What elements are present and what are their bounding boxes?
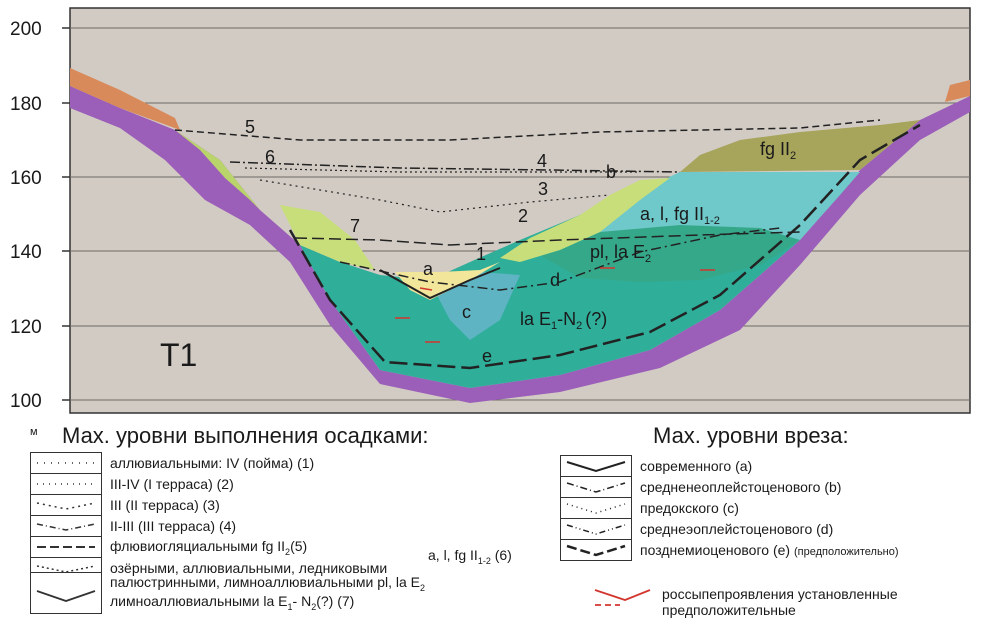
legend-right-row-1: современного (a) (560, 455, 752, 477)
incision-symbol-d (560, 518, 632, 540)
y-tick-100: 100 (10, 391, 42, 412)
y-axis-ticks (62, 27, 70, 401)
incision-label-e: e (482, 346, 492, 366)
incision-line-d (339, 227, 781, 291)
y-tick-180: 180 (10, 94, 42, 115)
unit-label-alfg: a, l, fg II1-2 (640, 204, 720, 227)
legend-symbol-4 (30, 515, 102, 537)
incision-label-c: c (462, 302, 471, 322)
legend-right-row-2: средненеоплейстоценового (b) (560, 476, 841, 498)
terrace-left-upper (175, 130, 260, 210)
section-label-t1: T1 (160, 337, 197, 373)
level-line-5 (174, 119, 881, 141)
incision-label-d: d (550, 270, 560, 290)
legend-left-text-7: палюстринными, лимноаллювиальными pl, la… (110, 574, 426, 593)
legend-left-row-7: палюстринными, лимноаллювиальными pl, la… (30, 572, 425, 614)
orange-cap-right (945, 80, 970, 102)
legend-left-text-6: озёрными, аллювиальными, ледниковыми (110, 560, 388, 576)
level-label-1: 1 (476, 244, 486, 264)
orange-cap-left (70, 68, 180, 130)
placer-marks (395, 267, 715, 343)
legend-right-row-5: позднемиоценового (e) (предположительно) (560, 539, 899, 561)
incision-line-e (288, 123, 921, 370)
unit-label-fg: fg II2 (760, 139, 796, 162)
legend-symbol-7 (30, 572, 102, 614)
legend-right-row-4: среднеэоплейстоценового (d) (560, 518, 833, 540)
legend-right-text-1: современного (a) (640, 458, 753, 474)
level-line-3 (259, 179, 611, 213)
y-tick-140: 140 (10, 242, 42, 263)
legend-left-row-2: III-IV (I терраса) (2) (30, 473, 234, 495)
legend-left-title: Мах. уровни выполнения осадками: (62, 423, 429, 448)
y-tick-200: 200 (10, 19, 42, 40)
y-axis-unit: м (30, 426, 38, 438)
incision-label-a: a (423, 259, 434, 279)
legend-left-text-4: II-III (III терраса) (4) (110, 518, 237, 534)
level-line-4 (244, 167, 640, 173)
terrace-left-7 (280, 205, 375, 270)
incision-symbol-c (560, 497, 632, 519)
bedrock-purple-layer (70, 86, 970, 403)
legend-left-text-3: III (II терраса) (3) (110, 497, 220, 513)
y-tick-160: 160 (10, 168, 42, 189)
legend-left-text-8: лимноаллювиальными la E1- N2(?) (7) (110, 593, 355, 612)
terrace-center-1 (395, 262, 500, 300)
incision-label-b: b (606, 162, 616, 182)
legend-left-row-4: II-III (III терраса) (4) (30, 515, 236, 537)
incision-line-a (379, 267, 501, 300)
level-line-6 (229, 161, 681, 173)
level-label-2: 2 (518, 206, 528, 226)
legend-left-text-5: флювиогляциальными fg II2(5) (110, 537, 308, 557)
legend-right-row-3: предокского (c) (560, 497, 739, 519)
level-label-4: 4 (537, 151, 547, 171)
y-tick-120: 120 (10, 317, 42, 338)
unit-label-pl: pl, la E2 (590, 242, 651, 265)
legend-symbol-5 (30, 536, 102, 558)
legend-symbol-2 (30, 473, 102, 495)
legend-right-text-4: среднеэоплейстоценового (d) (640, 521, 834, 537)
level-label-3: 3 (538, 179, 548, 199)
level-label-6: 6 (265, 147, 275, 167)
legend-symbol-1 (30, 452, 102, 474)
legend-left-text-1: аллювиальными: IV (пойма) (1) (110, 455, 315, 471)
legend-symbol-3 (30, 494, 102, 516)
legend-right-text-2: средненеоплейстоценового (b) (640, 479, 842, 495)
incision-symbol-a (560, 455, 632, 477)
level-label-7: 7 (350, 216, 360, 236)
legend-left-alfg-label: a, l, fg II1-2 (6) (428, 547, 512, 566)
unit-label-la: la E1-N2 (?) (520, 309, 607, 332)
legend-right-text-5: позднемиоценового (e) (предположительно) (640, 542, 899, 558)
level-label-5: 5 (245, 117, 255, 137)
legend-left-row-5: флювиогляциальными fg II2(5) (30, 536, 307, 558)
placer-legend-text-1: россыпепроявления установленные (662, 586, 898, 602)
legend-right-text-3: предокского (c) (640, 500, 739, 516)
incision-symbol-b (560, 476, 632, 498)
legend-left-text-2: III-IV (I терраса) (2) (110, 476, 234, 492)
legend-left-row-1: аллювиальными: IV (пойма) (1) (30, 452, 314, 474)
incision-symbol-e (560, 539, 632, 561)
legend-left-row-3: III (II терраса) (3) (30, 494, 220, 516)
placer-legend-text-2: предположительные (662, 602, 796, 618)
legend-right-title: Мах. уровни вреза: (653, 423, 849, 448)
placer-legend-symbol (594, 589, 651, 601)
level-line-7 (294, 231, 801, 246)
